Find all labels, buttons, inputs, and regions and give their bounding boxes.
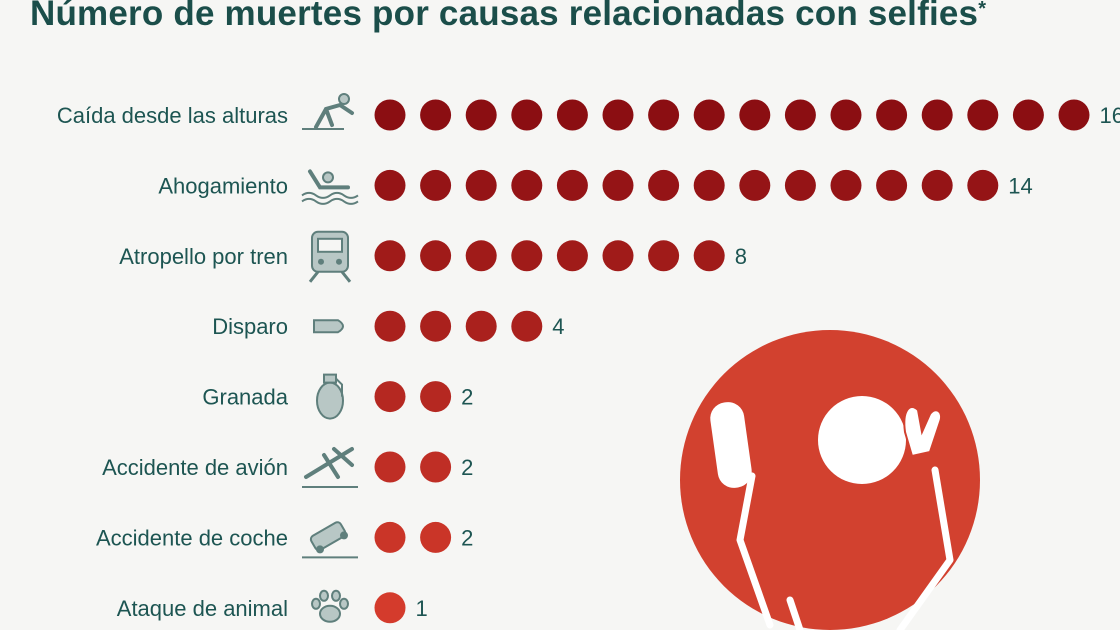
death-dot [876,169,908,201]
death-dot [784,169,816,201]
chart-row: Ataque de animal 1 [117,589,428,624]
death-dot [876,99,908,131]
selfie-person-illustration [680,330,980,630]
death-dot [374,521,406,553]
train-icon [308,230,352,283]
death-dot [420,240,452,272]
value-label: 4 [552,314,564,339]
death-dot [374,310,406,342]
death-dot [420,169,452,201]
chart-row: Accidente de avión 2 [102,447,473,488]
death-dot [921,169,953,201]
death-dot [374,99,406,131]
bullet-icon [313,319,344,334]
death-dot [556,169,588,201]
value-label: 8 [735,244,747,269]
death-dot [602,240,634,272]
death-dot [648,240,680,272]
death-dot [556,240,588,272]
death-dot [556,99,588,131]
death-dot [374,592,406,624]
category-label: Accidente de avión [102,455,288,480]
death-dot [420,99,452,131]
chart-title: Número de muertes por causas relacionada… [30,0,987,33]
death-dot [693,99,725,131]
category-label: Accidente de coche [96,525,288,550]
death-dot [420,381,452,413]
value-label: 14 [1008,173,1032,198]
death-dot [784,99,816,131]
death-dot [693,169,725,201]
death-dot [511,99,543,131]
death-dot [648,169,680,201]
death-dot [420,310,452,342]
death-dot [420,451,452,483]
value-label: 1 [416,596,428,621]
category-label: Atropello por tren [119,244,288,269]
death-dot [511,310,543,342]
death-dot [830,99,862,131]
value-label: 2 [461,385,473,410]
death-dot [602,169,634,201]
death-dot [830,169,862,201]
selfie-badge-circle [680,330,980,630]
death-dot [374,381,406,413]
chart-row: Ahogamiento 14 [158,169,1033,205]
death-dot [374,451,406,483]
death-dot [1058,99,1090,131]
category-label: Granada [202,385,288,410]
death-dot [967,169,999,201]
death-dot [465,169,497,201]
death-dot [465,310,497,342]
death-dot [420,521,452,553]
plane-crash-icon [302,447,358,488]
falling-person-icon [302,93,354,130]
death-dot [693,240,725,272]
death-dot [602,99,634,131]
death-dot [1012,99,1044,131]
category-label: Caída desde las alturas [57,103,288,128]
death-dot [739,99,771,131]
death-dot [511,240,543,272]
death-dot [511,169,543,201]
chart-row: Disparo 4 [212,310,565,342]
value-label: 16 [1100,103,1120,128]
chart-row: Caída desde las alturas 16 [57,93,1120,131]
car-crash-icon [302,521,358,559]
value-label: 2 [461,525,473,550]
death-dot [648,99,680,131]
chart-row: Granada 2 [202,373,473,420]
death-dot [374,169,406,201]
death-dot [921,99,953,131]
paw-icon [311,589,349,623]
death-dot [465,240,497,272]
death-dot [465,99,497,131]
category-label: Ataque de animal [117,596,288,621]
value-label: 2 [461,455,473,480]
chart-row: Accidente de coche 2 [96,521,473,559]
category-label: Disparo [212,314,288,339]
drowning-swimmer-icon [301,169,359,205]
death-dot [739,169,771,201]
grenade-icon [316,373,344,420]
chart-row: Atropello por tren 8 [119,230,747,283]
death-dot [967,99,999,131]
death-dot [374,240,406,272]
category-label: Ahogamiento [158,173,288,198]
